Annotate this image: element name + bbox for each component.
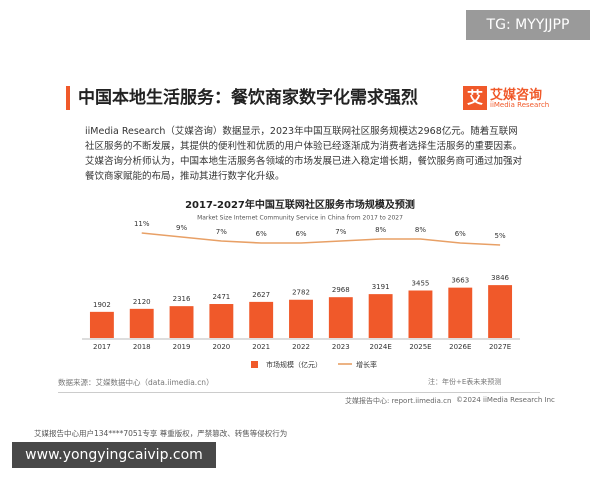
watermark-bottom: www.yongyingcaivip.com [12,442,216,468]
bar [169,306,194,338]
line-label: 7% [335,228,346,236]
x-tick-label: 2023 [332,343,350,351]
title-rule [66,86,70,110]
x-tick-label: 2018 [133,343,151,351]
bar [209,304,234,338]
notice: 艾媒报告中心用户134****7051专享 尊重版权，严禁篡改、转售等侵权行为 [34,429,288,438]
footer-site: 艾媒报告中心: report.iimedia.cn [345,397,452,405]
line-label: 7% [216,228,227,236]
bar-label: 2968 [332,286,350,294]
source: 数据来源：艾媒数据中心（data.iimedia.cn） [58,378,214,387]
bar-label: 3455 [412,279,430,287]
x-tick-label: 2027E [489,343,511,351]
bar-label: 2316 [173,295,191,303]
x-tick-label: 2020 [212,343,230,351]
logo-en: iiMedia Research [490,101,550,109]
x-tick-label: 2025E [409,343,431,351]
paragraph: iiMedia Research（艾媒咨询）数据显示，2023年中国互联网社区服… [85,126,523,182]
bar [368,294,393,338]
chart-title: 2017-2027年中国互联网社区服务市场规模及预测 [185,198,415,211]
footer-copyright: ©2024 iiMedia Research Inc [456,396,555,404]
line-label: 6% [455,230,466,238]
line-label: 6% [295,230,306,238]
bar [408,290,433,338]
bar-label: 3663 [451,277,469,285]
bar [328,297,353,338]
line-label: 6% [256,230,267,238]
line-label: 8% [375,226,386,234]
x-tick-label: 2021 [252,343,270,351]
bar-label: 2782 [292,289,310,297]
line-label: 9% [176,224,187,232]
logo-icon: 艾 [463,86,487,110]
watermark-top: TG: MYYJJPP [466,10,590,40]
bar-label: 2120 [133,298,151,306]
bar [448,287,473,338]
chart-subtitle: Market Size Internet Community Service i… [197,215,403,222]
bar [488,285,513,338]
bar-label: 2627 [252,291,270,299]
bar [289,299,313,338]
legend-label: 增长率 [356,360,377,369]
legend-label: 市场规模（亿元） [266,360,322,369]
x-tick-label: 2019 [173,343,191,351]
bar [129,308,154,338]
bar-label: 2471 [212,293,230,301]
x-tick-label: 2024E [370,343,392,351]
legend-swatch [251,361,258,368]
footer-rule [58,392,540,393]
bar-label: 3191 [372,283,390,291]
bar [249,301,274,338]
line-label: 11% [134,220,150,228]
header-title: 中国本地生活服务：餐饮商家数字化需求强烈 [78,88,418,108]
bar-label: 3846 [491,274,509,282]
bar-label: 1902 [93,301,111,309]
x-tick-label: 2017 [93,343,111,351]
line-label: 8% [415,226,426,234]
bar [89,311,114,338]
line-label: 5% [495,232,506,240]
line [141,232,501,246]
x-tick-label: 2026E [449,343,471,351]
x-tick-label: 2022 [292,343,310,351]
logo-cn: 艾媒咨询 [490,88,543,103]
note: 注：年份+E表未来预测 [428,378,502,386]
